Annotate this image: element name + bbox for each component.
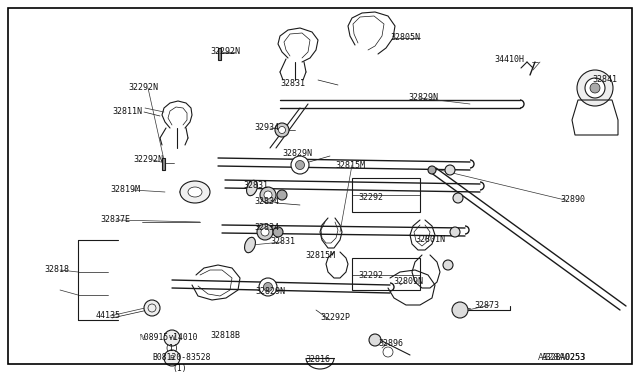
Circle shape: [277, 190, 287, 200]
Text: (1): (1): [164, 343, 179, 353]
Text: 32829N: 32829N: [282, 150, 312, 158]
Circle shape: [428, 166, 436, 174]
Text: 32801N: 32801N: [415, 235, 445, 244]
Text: 32805N: 32805N: [390, 32, 420, 42]
Circle shape: [278, 126, 285, 134]
Circle shape: [164, 350, 180, 366]
Text: A328A0253: A328A0253: [542, 353, 586, 362]
Ellipse shape: [180, 181, 210, 203]
Polygon shape: [162, 158, 165, 170]
Text: 32831: 32831: [243, 182, 268, 190]
Text: 32831: 32831: [280, 78, 305, 87]
Ellipse shape: [188, 187, 202, 197]
Polygon shape: [218, 48, 221, 60]
Text: B08120-83528: B08120-83528: [152, 353, 211, 362]
Text: 32292N: 32292N: [133, 155, 163, 164]
Text: 32841: 32841: [592, 76, 617, 84]
Circle shape: [585, 78, 605, 98]
Circle shape: [445, 165, 455, 175]
Text: 32819M: 32819M: [110, 186, 140, 195]
Text: (1): (1): [172, 363, 187, 372]
Circle shape: [273, 227, 283, 237]
Text: A328A0253: A328A0253: [538, 353, 587, 362]
Circle shape: [291, 156, 309, 174]
Ellipse shape: [244, 237, 255, 253]
Circle shape: [296, 160, 305, 170]
Text: 32815M: 32815M: [335, 160, 365, 170]
Text: 32292: 32292: [358, 271, 383, 280]
Text: 32934: 32934: [254, 124, 279, 132]
Text: 32873: 32873: [474, 301, 499, 310]
Text: 32896: 32896: [378, 339, 403, 347]
Text: 32818B: 32818B: [210, 331, 240, 340]
Circle shape: [257, 224, 273, 240]
Text: 32818: 32818: [44, 266, 69, 275]
Circle shape: [383, 347, 393, 357]
Text: 32829N: 32829N: [255, 288, 285, 296]
Text: 32834: 32834: [254, 198, 279, 206]
Circle shape: [264, 191, 272, 199]
Text: 32292N: 32292N: [210, 48, 240, 57]
Text: 32829N: 32829N: [408, 93, 438, 103]
Text: 32815M: 32815M: [305, 250, 335, 260]
Text: 32831: 32831: [270, 237, 295, 247]
Circle shape: [144, 300, 160, 316]
Circle shape: [260, 187, 276, 203]
Text: 34410H: 34410H: [494, 55, 524, 64]
Circle shape: [453, 193, 463, 203]
Text: B: B: [170, 355, 174, 361]
Text: 32292P: 32292P: [320, 314, 350, 323]
Circle shape: [443, 260, 453, 270]
Text: 32834: 32834: [254, 224, 279, 232]
Text: 32890: 32890: [560, 196, 585, 205]
Text: W: W: [168, 335, 175, 341]
Circle shape: [259, 278, 277, 296]
Circle shape: [369, 334, 381, 346]
Text: 32837E: 32837E: [100, 215, 130, 224]
Text: 32809N: 32809N: [393, 278, 423, 286]
Text: 44135: 44135: [96, 311, 121, 321]
Circle shape: [275, 123, 289, 137]
Circle shape: [261, 228, 269, 236]
Circle shape: [590, 83, 600, 93]
Circle shape: [452, 302, 468, 318]
Text: 32292: 32292: [358, 193, 383, 202]
Text: 32816: 32816: [305, 356, 330, 365]
Text: ℕ08915-14010: ℕ08915-14010: [140, 334, 198, 343]
Circle shape: [264, 282, 273, 292]
Ellipse shape: [246, 180, 257, 196]
Text: 32292N: 32292N: [128, 83, 158, 93]
Text: 32811N: 32811N: [112, 108, 142, 116]
Circle shape: [577, 70, 613, 106]
Circle shape: [450, 227, 460, 237]
Circle shape: [164, 330, 180, 346]
